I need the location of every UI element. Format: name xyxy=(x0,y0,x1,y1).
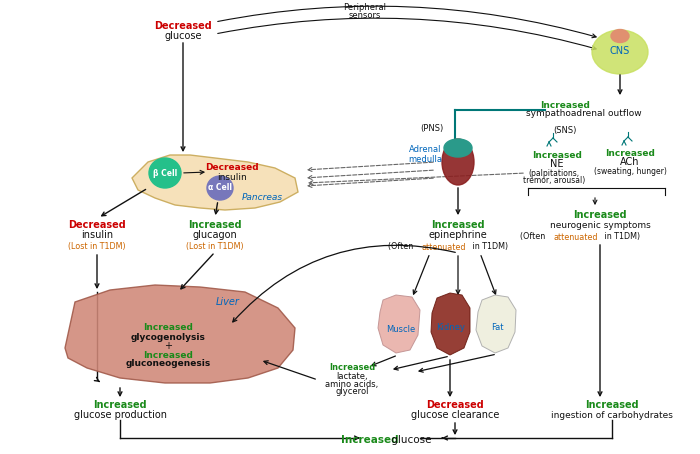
Text: gluconeogenesis: gluconeogenesis xyxy=(125,360,211,369)
Text: Increased: Increased xyxy=(605,148,655,158)
Text: Liver: Liver xyxy=(216,297,240,307)
Text: (Often: (Often xyxy=(388,242,416,252)
Ellipse shape xyxy=(592,30,648,74)
Text: Increased: Increased xyxy=(188,220,241,230)
Polygon shape xyxy=(132,155,298,210)
Text: attenuated: attenuated xyxy=(421,242,466,252)
Text: (SNS): (SNS) xyxy=(553,125,577,134)
Text: Adrenal: Adrenal xyxy=(409,145,441,154)
Text: Increased: Increased xyxy=(143,350,193,360)
Ellipse shape xyxy=(149,158,181,188)
Text: medulla: medulla xyxy=(408,156,442,164)
Text: Increased: Increased xyxy=(573,210,626,220)
Text: epinephrine: epinephrine xyxy=(428,230,487,240)
Text: Increased: Increased xyxy=(532,150,582,159)
Text: (palpitations,: (palpitations, xyxy=(528,168,580,178)
Polygon shape xyxy=(65,285,295,383)
Text: sympathoadrenal outflow: sympathoadrenal outflow xyxy=(526,109,642,118)
Text: ingestion of carbohydrates: ingestion of carbohydrates xyxy=(551,410,673,419)
Text: Decreased: Decreased xyxy=(154,21,212,31)
Text: β Cell: β Cell xyxy=(153,168,177,178)
Text: Increased: Increased xyxy=(329,362,375,371)
Text: glycerol: glycerol xyxy=(335,388,369,396)
Text: Decreased: Decreased xyxy=(426,400,484,410)
Text: ACh: ACh xyxy=(620,157,640,167)
Text: glucose: glucose xyxy=(389,435,432,445)
Text: amino acids,: amino acids, xyxy=(326,380,379,389)
Text: attenuated: attenuated xyxy=(553,232,598,242)
Text: glucose production: glucose production xyxy=(74,410,167,420)
Text: Increased: Increased xyxy=(431,220,485,230)
Text: Muscle: Muscle xyxy=(386,326,416,335)
Ellipse shape xyxy=(444,139,472,157)
Text: insulin: insulin xyxy=(217,173,247,182)
Text: glycogenolysis: glycogenolysis xyxy=(131,332,205,341)
Text: (Lost in T1DM): (Lost in T1DM) xyxy=(68,242,126,251)
Text: Increased: Increased xyxy=(143,324,193,332)
Text: CNS: CNS xyxy=(610,46,630,56)
Text: α Cell: α Cell xyxy=(208,183,232,192)
Text: glucagon: glucagon xyxy=(193,230,237,240)
Polygon shape xyxy=(378,295,420,353)
Text: +: + xyxy=(164,341,172,351)
Text: insulin: insulin xyxy=(81,230,113,240)
Text: (Lost in T1DM): (Lost in T1DM) xyxy=(186,242,244,251)
Text: Fat: Fat xyxy=(491,324,503,332)
Text: Decreased: Decreased xyxy=(68,220,126,230)
Ellipse shape xyxy=(207,176,233,200)
Text: Increased: Increased xyxy=(341,435,399,445)
Text: in T1DM): in T1DM) xyxy=(602,232,640,242)
Ellipse shape xyxy=(611,30,629,43)
Text: (Often: (Often xyxy=(520,232,547,242)
Polygon shape xyxy=(431,293,470,355)
Text: Increased: Increased xyxy=(93,400,147,410)
Text: lactate,: lactate, xyxy=(336,371,368,380)
Text: NE: NE xyxy=(550,159,564,169)
Text: (sweating, hunger): (sweating, hunger) xyxy=(594,167,666,176)
Text: in T1DM): in T1DM) xyxy=(470,242,508,252)
Text: Kidney: Kidney xyxy=(437,324,466,332)
Ellipse shape xyxy=(442,139,474,185)
Text: (PNS): (PNS) xyxy=(421,123,444,133)
Text: tremor, arousal): tremor, arousal) xyxy=(523,176,585,184)
Text: Pancreas: Pancreas xyxy=(241,193,283,202)
Text: neurogenic symptoms: neurogenic symptoms xyxy=(550,221,650,230)
Text: glucose: glucose xyxy=(164,31,202,41)
Text: sensors: sensors xyxy=(349,11,382,20)
Text: Increased: Increased xyxy=(585,400,639,410)
Text: Peripheral: Peripheral xyxy=(344,4,386,13)
Text: Increased: Increased xyxy=(540,100,590,109)
Text: Decreased: Decreased xyxy=(205,163,259,173)
Text: glucose clearance: glucose clearance xyxy=(411,410,499,420)
Polygon shape xyxy=(476,295,516,353)
